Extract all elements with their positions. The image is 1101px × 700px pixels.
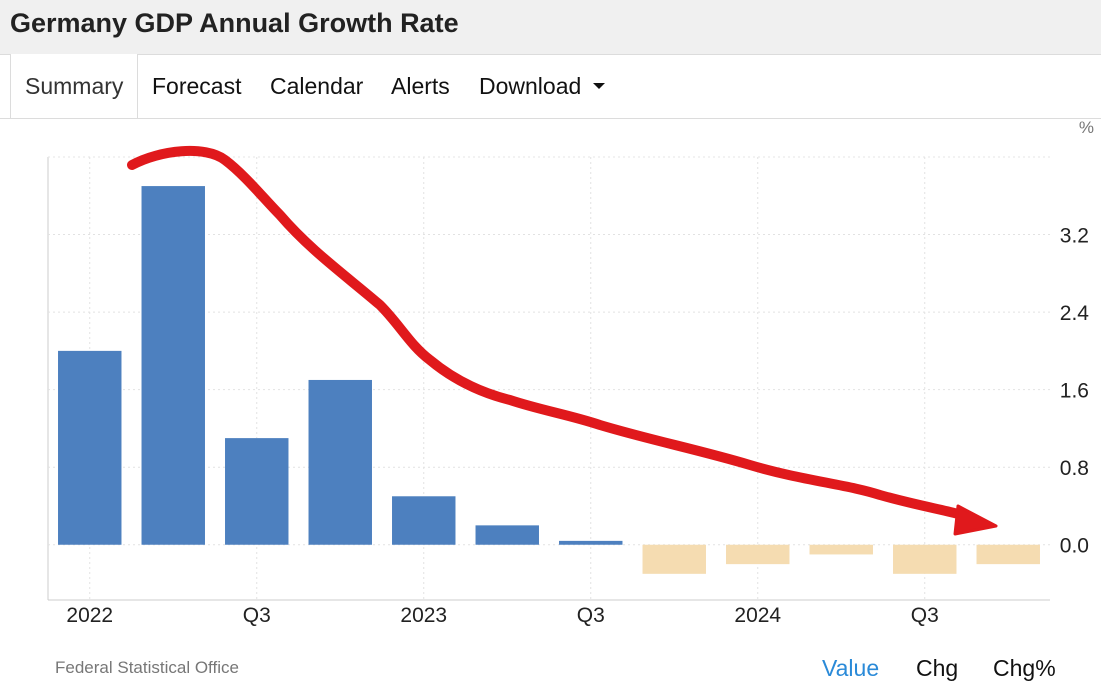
tab-download-label: Download xyxy=(479,73,582,99)
y-tick-label: 2.4 xyxy=(1060,302,1090,325)
tab-bar-divider xyxy=(0,118,1101,119)
page-title: Germany GDP Annual Growth Rate xyxy=(10,8,459,38)
y-unit-label: % xyxy=(1079,118,1094,137)
y-tick-label: 0.8 xyxy=(1060,457,1089,480)
bar-2024-q2[interactable] xyxy=(809,544,873,555)
bar-2024-q1[interactable] xyxy=(726,544,790,565)
toggle-chg-percent[interactable]: Chg% xyxy=(993,655,1056,681)
caret-down-icon xyxy=(593,83,606,90)
y-tick-label: 1.6 xyxy=(1060,380,1089,403)
arrow-head-icon xyxy=(953,504,998,536)
x-tick-label: 2023 xyxy=(400,604,447,627)
tab-forecast[interactable]: Forecast xyxy=(152,73,242,99)
bar-2022-q2[interactable] xyxy=(141,186,205,545)
tab-summary[interactable]: Summary xyxy=(10,54,139,118)
bar-2023-q2[interactable] xyxy=(475,525,539,545)
bar-2022-q4[interactable] xyxy=(308,379,372,545)
bar-2024-q4[interactable] xyxy=(976,544,1040,565)
y-tick-label: 0.0 xyxy=(1060,535,1089,558)
bar-2024-q3[interactable] xyxy=(893,544,957,574)
axis-layer: 0.0 0.8 1.6 2.4 3.2% 2022 Q3 2023 Q3 2024 Q3 xyxy=(66,118,1094,627)
tab-bar: Summary Forecast Calendar Alerts Downloa… xyxy=(10,54,1101,118)
tab-download[interactable]: Download xyxy=(479,54,606,118)
x-tick-label: Q3 xyxy=(577,604,605,627)
x-tick-label: Q3 xyxy=(911,604,939,627)
bar-2023-q4[interactable] xyxy=(642,544,706,574)
source-label: Federal Statistical Office xyxy=(55,658,239,677)
bar-2022-q3[interactable] xyxy=(225,438,289,545)
tab-calendar[interactable]: Calendar xyxy=(270,73,364,99)
y-tick-label: 3.2 xyxy=(1060,225,1089,248)
grid-layer xyxy=(47,156,1050,601)
trend-annotation-line xyxy=(127,146,967,520)
toggle-chg[interactable]: Chg xyxy=(916,655,959,681)
toggle-value[interactable]: Value xyxy=(822,655,880,681)
header-bar: Germany GDP Annual Growth Rate xyxy=(0,0,1101,55)
x-tick-label: 2022 xyxy=(66,604,113,627)
tab-alerts[interactable]: Alerts xyxy=(391,73,450,99)
x-tick-label: 2024 xyxy=(734,604,781,627)
bars-layer xyxy=(58,186,1040,574)
x-tick-label: Q3 xyxy=(243,604,271,627)
bar-2023-q1[interactable] xyxy=(392,496,456,545)
annotation-layer xyxy=(127,146,998,536)
bar-2022-q1[interactable] xyxy=(58,350,122,545)
bar-2023-q3[interactable] xyxy=(559,540,623,545)
